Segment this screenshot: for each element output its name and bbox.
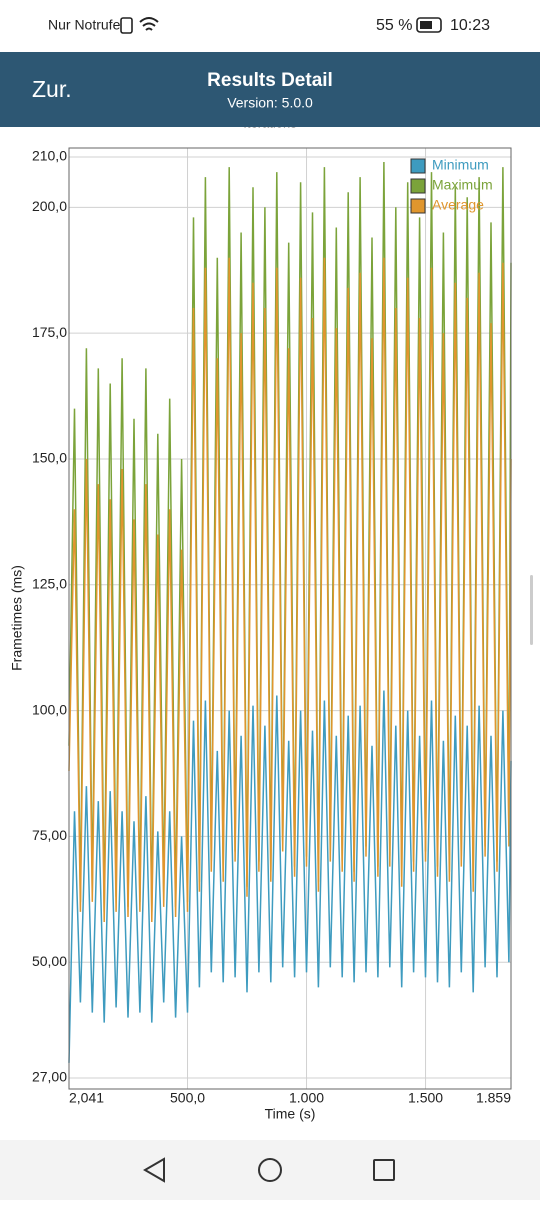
x-tick-label: 500,0 [170, 1090, 205, 1106]
legend-label: Maximum [432, 177, 493, 193]
chart: 27,00 50,00 75,00 100,0 125,0 150,0 175,0 200,0… [9, 147, 512, 1122]
legend-label: Average [432, 197, 484, 213]
nav-recent[interactable] [373, 1159, 395, 1181]
y-tick-label: 150,0 [32, 450, 67, 466]
x-tick-label: 1.000 [289, 1090, 324, 1106]
y-tick-label: 50,00 [32, 953, 67, 969]
nav-bar [0, 1140, 540, 1200]
y-tick-label: 200,0 [32, 198, 67, 214]
battery-icon [416, 17, 442, 33]
wifi-icon [139, 17, 159, 31]
y-tick-label: 175,0 [32, 324, 67, 340]
y-tick-label: 125,0 [32, 575, 67, 591]
battery-fill [420, 21, 432, 29]
back-button[interactable]: Zur. [32, 76, 72, 102]
scrollbar [530, 575, 533, 645]
y-axis-label: Frametimes (ms) [9, 565, 25, 671]
nav-back[interactable] [143, 1157, 165, 1183]
x-tick-label: 2,041 [69, 1090, 104, 1106]
y-tick-label: 75,00 [32, 827, 67, 843]
legend-swatch [410, 158, 426, 174]
y-tick-label: 100,0 [32, 701, 67, 717]
y-tick-label: 27,00 [32, 1069, 67, 1085]
x-axis-label: Time (s) [265, 1106, 316, 1122]
x-tick-label: 1.500 [408, 1090, 443, 1106]
sim-icon [120, 17, 133, 34]
header-bar [0, 52, 540, 127]
legend-swatch [410, 178, 426, 194]
nav-home[interactable] [258, 1158, 282, 1182]
header-title: Results Detail [207, 70, 333, 91]
x-tick-label: 1.859 [476, 1090, 511, 1106]
legend-swatch [410, 198, 426, 214]
plot-frame [68, 147, 512, 1090]
header-subtitle: Version: 5.0.0 [227, 95, 313, 111]
series-line [68, 257, 512, 923]
series-line [68, 690, 512, 1063]
legend-label: Minimum [432, 157, 489, 173]
y-tick-label: 210,0 [32, 148, 67, 164]
carrier: Nur Notrufe [48, 17, 121, 33]
battery-level: 55 % [376, 17, 412, 34]
clock: 10:23 [450, 17, 490, 34]
